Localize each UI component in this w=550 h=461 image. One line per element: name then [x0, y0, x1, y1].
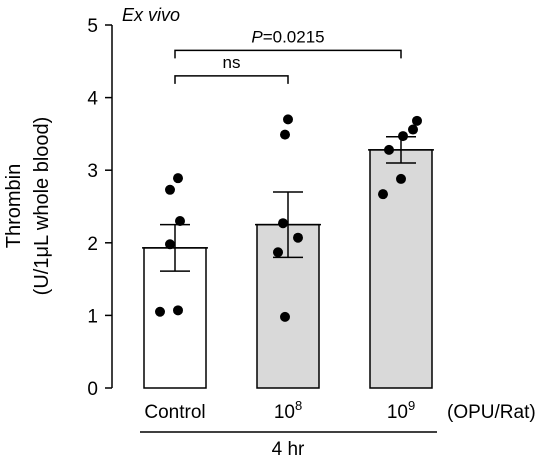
bar [369, 149, 433, 389]
data-point [175, 216, 185, 227]
data-point [384, 144, 394, 155]
group-label: 4 hr [272, 439, 305, 460]
data-point [293, 232, 303, 243]
panel-label: Ex vivo [122, 5, 180, 25]
y-tick-label: 0 [87, 379, 98, 400]
y-axis-label-line1: Thrombin [3, 164, 25, 248]
data-point [408, 124, 418, 135]
y-tick-label: 1 [87, 306, 98, 327]
y-tick-label: 2 [87, 234, 98, 255]
data-point [396, 173, 406, 184]
plot-area: 0 1 2 3 4 5 Control 108 109 ns P=0.0215 [87, 16, 434, 423]
data-point [278, 218, 288, 229]
data-point [165, 239, 175, 250]
significance-bracket [174, 75, 289, 84]
x-tick-label: Control [144, 402, 205, 423]
data-point [155, 306, 165, 317]
x-tick-label: 108 [274, 398, 302, 423]
y-tick-label: 4 [87, 89, 98, 110]
y-axis-label-line2: (U/1μL whole blood) [31, 117, 53, 296]
data-point [173, 173, 183, 184]
data-point [412, 115, 422, 126]
data-point [398, 131, 408, 142]
x-tick-label: 109 [387, 398, 415, 423]
data-point [165, 184, 175, 195]
y-tick-label: 5 [87, 16, 98, 37]
significance-label: P=0.0215 [251, 27, 324, 46]
data-point [280, 311, 290, 322]
data-point [378, 189, 388, 200]
data-point [280, 129, 290, 140]
significance-bracket [174, 49, 402, 59]
data-point [173, 305, 183, 316]
data-point [283, 114, 293, 125]
significance-label: ns [223, 53, 241, 72]
x-unit-label: (OPU/Rat) [447, 402, 536, 423]
data-point [273, 247, 283, 258]
y-tick-label: 3 [87, 161, 98, 182]
